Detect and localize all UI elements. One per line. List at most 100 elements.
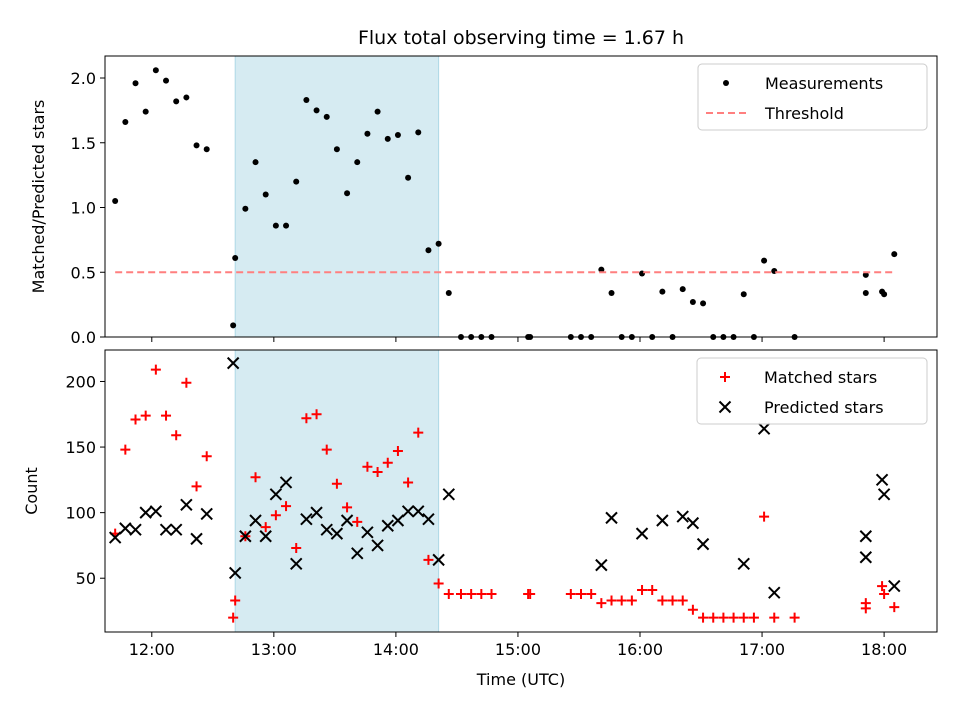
matched-star-point [403,477,414,488]
matched-star-point [586,588,597,599]
matched-star-point [291,543,302,554]
measurement-point [761,257,768,264]
x-tick-label: 13:00 [251,640,297,659]
measurement-point [142,108,149,115]
matched-star-point [120,444,131,455]
matched-star-point [877,581,888,592]
y-tick-label: 2.0 [71,69,96,88]
matched-star-point [879,588,890,599]
predicted-star-point [290,557,303,571]
measurement-point [203,146,210,153]
matched-star-point [260,522,271,533]
measurement-point [659,288,666,295]
matched-star-point [181,377,192,388]
legend-box [696,357,928,425]
matched-star-point [596,598,607,609]
matched-star-point [230,595,241,606]
predicted-star-point [768,586,781,599]
measurement-point [374,108,381,115]
matched-star-point [455,588,466,599]
matched-star-point [201,451,212,462]
ratio-panel: 0.0 0.5 1.0 1.5 2.0 Matched/Predicted stars Fl… [29,27,938,347]
predicted-star-point [330,527,344,540]
predicted-star-point [605,511,618,525]
predicted-star-point [859,530,873,543]
predicted-star-point [139,506,152,519]
predicted-star-point [875,473,889,487]
y-tick-label: 1.0 [71,199,96,218]
measurement-point [598,266,605,273]
predicted-star-point [442,488,455,501]
predicted-star-point [635,527,649,540]
x-tick-label: 14:00 [373,640,419,659]
matched-star-point [281,501,292,512]
measurement-point [679,286,686,293]
measurement-point [862,271,869,278]
matched-star-point [413,427,424,438]
predicted-star-point [351,547,364,560]
predicted-star-point [169,523,183,536]
measurement-point [303,97,310,104]
legend-label: Measurements [765,74,883,93]
measurement-point [364,130,371,137]
measurement-point [740,291,747,298]
x-tick-label: 12:00 [129,640,175,659]
measurement-point [445,289,452,296]
matched-star-point [228,612,239,623]
measurement-point [394,131,401,138]
measurement-point [344,190,351,197]
measurement-point [152,67,159,74]
measurement-point [230,322,237,329]
matched-star-point [789,612,800,623]
measurement-point [384,135,391,142]
matched-star-point [392,445,403,456]
legend: Matched stars Predicted stars [696,357,928,425]
matched-star-point [161,410,172,421]
measurement-point [132,80,139,87]
predicted-star-point [340,514,354,527]
y-tick-label: 200 [65,372,96,391]
predicted-star-point [226,356,240,370]
x-tick-label: 16:00 [617,640,663,659]
matched-star-point [140,410,151,421]
matched-star-point [301,413,312,424]
matched-star-point [466,588,477,599]
measurement-point [173,98,180,105]
predicted-star-point [422,512,435,526]
legend-label: Predicted stars [764,398,884,417]
matched-star-point [372,466,383,477]
predicted-star-point [159,523,173,536]
legend-box [697,63,928,131]
legend-marker-plus [720,372,730,382]
matched-star-point [443,588,454,599]
predicted-star-point [391,514,405,527]
legend-marker-dot [723,80,729,86]
matched-star-point [718,612,729,623]
series-0 [112,67,898,340]
predicted-star-point [249,514,262,527]
predicted-star-point [888,579,901,593]
matched-star-point [486,588,497,599]
matched-star-point [331,478,342,489]
predicted-star-point [239,530,252,543]
matched-star-point [738,612,749,623]
predicted-star-point [737,557,750,571]
predicted-star-point [381,519,394,532]
matched-star-point [667,595,678,606]
matched-star-point [576,588,587,599]
predicted-star-point [108,531,122,544]
series-1 [108,356,901,599]
predicted-star-point [180,498,193,511]
predicted-star-point [595,558,608,572]
measurement-point [232,255,239,262]
matched-star-point [748,612,759,623]
measurement-point [862,289,869,296]
measurement-point [272,222,279,229]
predicted-star-point [401,505,415,518]
measurement-point [405,174,412,181]
predicted-star-point [200,507,213,521]
predicted-star-point [259,530,272,543]
measurement-point [283,222,290,229]
measurement-point [163,77,170,84]
